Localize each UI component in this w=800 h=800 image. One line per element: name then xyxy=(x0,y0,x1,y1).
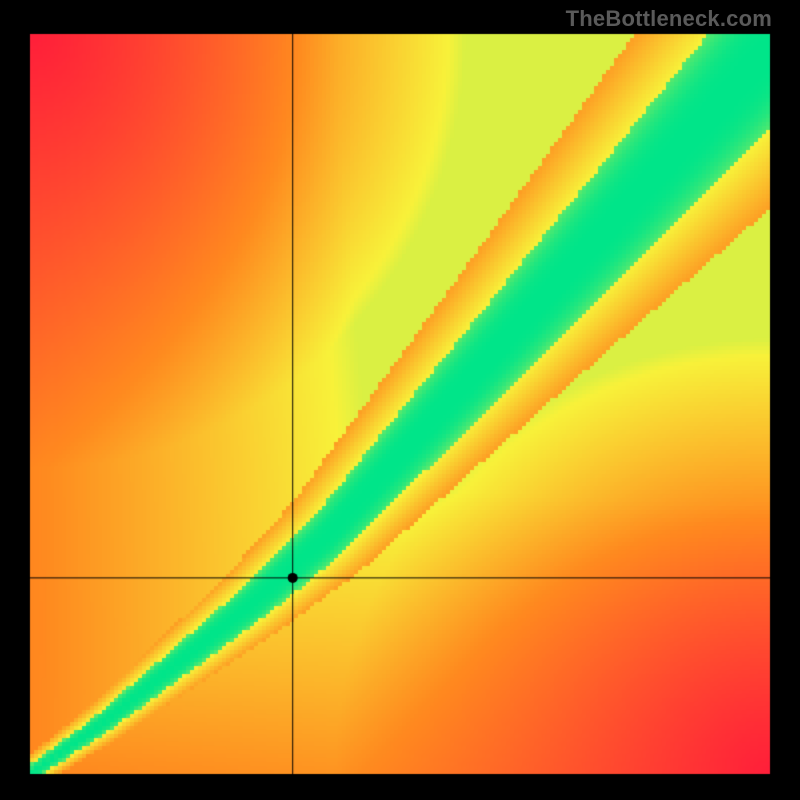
bottleneck-heatmap xyxy=(0,0,800,800)
watermark-label: TheBottleneck.com xyxy=(566,6,772,32)
